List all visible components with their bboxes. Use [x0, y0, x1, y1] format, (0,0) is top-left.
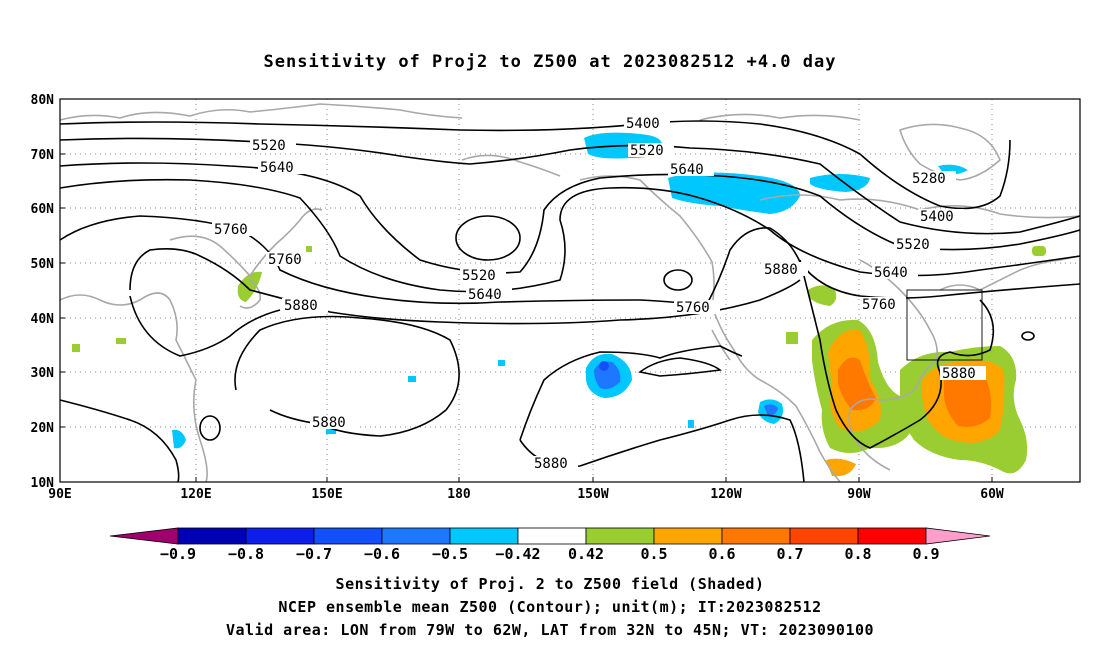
neg-patch-pacific-max	[599, 361, 609, 371]
pos-patch-caribbean	[826, 458, 856, 477]
lat-label: 10N	[31, 476, 55, 491]
valid-area-box	[906, 289, 983, 361]
lon-label: 90W	[847, 487, 871, 502]
colorbar-tick-label: 0.8	[844, 545, 871, 563]
pos-patch-atlantic-core	[944, 374, 992, 427]
neg-patch-mexico-core	[764, 404, 778, 416]
neg-patch-small1	[408, 376, 416, 382]
lat-label: 40N	[31, 312, 55, 327]
contour-label: 5520	[462, 268, 496, 284]
contour-label: 5760	[862, 297, 896, 313]
colorbar-min-arrow	[109, 527, 179, 545]
lon-label: 120W	[710, 487, 741, 502]
lon-label: 60W	[980, 487, 1004, 502]
lat-label: 50N	[31, 257, 55, 272]
lat-label: 70N	[31, 148, 55, 163]
caption-line-3: Valid area: LON from 79W to 62W, LAT fro…	[226, 621, 874, 639]
contour-label: 5640	[874, 265, 908, 281]
contour-label: 5880	[534, 456, 568, 472]
pos-patch-atlantic-n	[1032, 246, 1046, 256]
colorbar-tick-label: −0.42	[495, 545, 540, 563]
colorbar-tick-label: 0.42	[568, 545, 604, 563]
pos-patch-japan	[237, 271, 262, 302]
colorbar-segment	[585, 527, 655, 545]
colorbar-tick-label: −0.6	[364, 545, 400, 563]
figure-title: Sensitivity of Proj2 to Z500 at 20230825…	[264, 52, 837, 72]
colorbar-tick-label: 0.6	[708, 545, 735, 563]
pos-patch-small4	[306, 246, 312, 256]
colorbar-tick-label: −0.9	[160, 545, 196, 563]
caption-line-2: NCEP ensemble mean Z500 (Contour); unit(…	[278, 598, 821, 616]
colorbar-segment	[857, 527, 927, 545]
contour-label: 5520	[896, 237, 930, 253]
colorbar-tick-label: −0.7	[296, 545, 332, 563]
colorbar-labels: −0.9 −0.8 −0.7 −0.6 −0.5 −0.42 0.42 0.5 0.6 0.7 0.…	[160, 545, 940, 563]
lon-label: 120E	[180, 487, 211, 502]
lon-label: 180	[447, 487, 471, 502]
colorbar	[109, 527, 991, 545]
contour-label-group: 5400 5520 5640 5760 5760 5880 5520 5640 …	[212, 116, 986, 472]
colorbar-segment	[381, 527, 451, 545]
pos-patch-small1	[72, 344, 80, 352]
contour-label: 5880	[312, 415, 346, 431]
colorbar-segment	[313, 527, 383, 545]
map-panel: 5400 5520 5640 5760 5760 5880 5520 5640 …	[31, 93, 1081, 502]
neg-patch-canada	[810, 174, 870, 192]
colorbar-tick-label: 0.5	[640, 545, 667, 563]
colorbar-tick-label: 0.9	[912, 545, 939, 563]
contour-label: 5880	[942, 366, 976, 382]
lat-labels: 80N 70N 60N 50N 40N 30N 20N 10N	[31, 93, 55, 491]
colorbar-segment	[789, 527, 859, 545]
coastlines	[59, 103, 1081, 483]
colorbar-segment	[245, 527, 315, 545]
sensitivity-shading	[72, 132, 1046, 477]
contour-label: 5520	[630, 143, 664, 159]
neg-patch-small3	[688, 420, 694, 428]
contour-label: 5280	[912, 171, 946, 187]
axis-ticks	[60, 98, 993, 483]
contour-label: 5640	[670, 162, 704, 178]
colorbar-tick-label: −0.8	[228, 545, 264, 563]
lat-label: 30N	[31, 366, 55, 381]
lon-labels: 90E 120E 150E 180 150W 120W 90W 60W	[48, 487, 1004, 502]
neg-patch-alaska	[668, 172, 800, 214]
pos-patch-plains	[808, 285, 837, 306]
lon-label: 90E	[48, 487, 71, 502]
colorbar-tick-label: −0.5	[432, 545, 468, 563]
colorbar-tick-label: 0.7	[776, 545, 803, 563]
lon-label: 150W	[577, 487, 608, 502]
colorbar-segment	[177, 527, 247, 545]
colorbar-segment	[721, 527, 791, 545]
lat-label: 80N	[31, 93, 55, 108]
contour-label: 5640	[260, 160, 294, 176]
pos-patch-us-gulf-core	[838, 357, 876, 411]
contour-label: 5640	[468, 287, 502, 303]
colorbar-max-arrow	[925, 527, 991, 545]
contour-label: 5760	[268, 252, 302, 268]
neg-patch-small2	[498, 360, 505, 366]
colorbar-segment	[517, 527, 587, 545]
neg-patch-small4	[326, 428, 336, 434]
contour-label: 5880	[284, 298, 318, 314]
contour-label: 5760	[676, 300, 710, 316]
map-frame	[59, 98, 1081, 483]
lat-label: 60N	[31, 202, 55, 217]
contour-label: 5400	[626, 116, 660, 132]
lat-label: 20N	[31, 421, 55, 436]
contour-label: 5400	[920, 209, 954, 225]
contour-label: 5880	[764, 262, 798, 278]
caption-line-1: Sensitivity of Proj. 2 to Z500 field (Sh…	[336, 575, 765, 593]
contour-label: 5520	[252, 138, 286, 154]
colorbar-segment	[449, 527, 519, 545]
lon-label: 150E	[311, 487, 342, 502]
contour-label: 5760	[214, 222, 248, 238]
pos-patch-small3	[786, 332, 798, 344]
neg-patch-philippines	[172, 429, 186, 449]
pos-patch-small2	[116, 338, 126, 344]
colorbar-segment	[653, 527, 723, 545]
